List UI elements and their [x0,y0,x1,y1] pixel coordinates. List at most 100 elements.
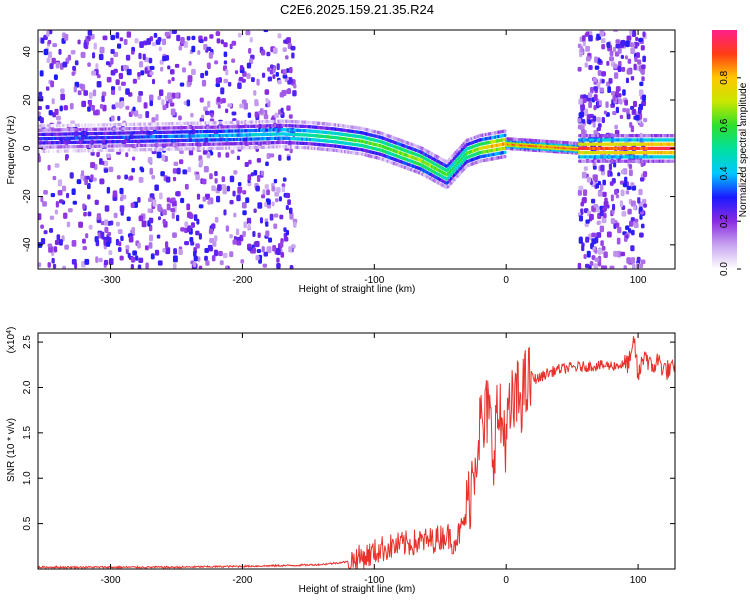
spectrogram-cell [588,64,593,71]
spectrogram-cell [47,39,52,45]
spectrogram-cell [64,244,69,250]
spectrogram-cell [190,241,195,246]
spectrogram-cell [254,240,260,248]
y-tick-label: 1.5 [22,425,33,439]
spectrogram-cell [125,248,129,255]
spectrogram-cell [214,178,218,184]
spectrogram-cell [288,67,293,74]
spectrogram-cell [52,263,57,269]
x-tick-label: 100 [630,275,647,286]
spectrogram-cell [584,62,588,68]
spectrogram-cell [192,261,197,268]
spectrogram-cell [255,185,260,192]
spectrogram-cell [578,215,584,222]
spectrogram-cell [263,30,269,33]
spectrogram-cell [641,64,646,70]
spectrogram-cell [632,108,636,114]
spectrogram-cell [148,242,153,249]
spectrogram-cell [158,46,162,52]
ridge-cell [503,129,507,133]
spectrogram-cell [605,101,609,108]
spectrogram-cell [51,98,55,105]
spectrogram-cell [641,76,645,82]
spectrogram-cell [103,219,109,226]
spectrogram-cell [601,117,605,124]
spectrogram-cell [223,51,228,58]
y-tick-label: 0 [22,145,33,151]
spectrogram-cell [40,237,46,245]
spectrogram-cell [209,34,214,39]
spectrogram-cell [142,40,148,46]
spectrogram-cell [621,66,626,72]
spectrogram-x-axis: -300 -200 -100 0 100 [101,30,647,286]
spectrogram-cell [149,234,153,242]
spectrogram-cell [143,102,148,109]
spectrogram-cell [630,257,636,264]
spectrogram-cell [124,174,129,180]
spectrogram-cell [76,179,82,185]
spectrogram-cell [110,57,114,65]
spectrogram-cell [59,105,63,112]
spectrogram-cell [603,251,608,258]
spectrogram-cell [617,46,622,54]
spectrogram-cell [640,45,645,51]
spectrogram-cell [149,65,155,71]
spectrogram-cell [585,45,591,52]
spectrogram-cell [578,98,583,105]
spectrogram-cell [67,208,73,213]
spectrogram-cell [268,237,273,243]
spectrogram-cell [110,86,116,91]
x-tick-label: -100 [364,575,384,586]
spectrogram-cell [229,175,235,183]
spectrogram-cell [632,30,637,37]
spectrogram-cell [638,263,644,268]
spectrogram-cell [84,179,89,186]
spectrogram-cell [272,245,277,252]
spectrogram-cell [615,222,620,228]
spectrogram-cell [288,114,293,119]
spectrogram-cell [172,255,178,263]
spectrogram-cell [149,94,154,102]
spectrogram-cell [265,98,269,103]
spectrogram-cell [601,245,606,251]
spectrogram-cell [239,103,244,109]
spectrogram-cell [93,42,97,50]
spectrogram-cell [103,168,109,173]
spectrogram-cell [257,232,261,238]
spectrogram-cell [583,253,587,260]
spectrogram-cell [602,179,606,186]
spectrogram-cell [51,257,55,264]
spectrogram-cell [267,76,273,82]
spectrogram-cell [113,68,118,74]
y-tick-label: 0.5 [22,516,33,530]
spectrogram-cell [77,90,82,96]
spectrogram-cell [62,61,68,68]
spectrogram-cell [292,221,297,228]
spectrogram-cell [600,38,606,44]
spectrogram-cell [642,55,646,63]
spectrogram-cell [627,208,632,215]
spectrogram-cell [601,71,606,77]
spectrogram-cell [46,30,50,37]
ridge-series [38,119,675,190]
spectrogram-cell [612,111,617,116]
spectrogram-cell [72,65,76,71]
spectrogram-cell [119,255,124,261]
spectrogram-cell [253,208,257,214]
spectrogram-cell [198,265,203,269]
spectrogram-cell [157,204,162,211]
spectrogram-cell [49,227,54,233]
spectrogram-cell [615,194,620,199]
spectrogram-cell [582,197,587,203]
spectrogram-cell [161,154,166,161]
spectrogram-cell [43,189,48,195]
spectrogram-cell [139,61,144,68]
spectrogram-cell [584,263,590,269]
spectrogram-cell [206,152,211,159]
spectrogram-cell [110,49,115,55]
spectrogram-cell [85,175,90,180]
spectrogram-cell [171,92,176,99]
spectrogram-cell [203,106,208,112]
spectrogram-cell [94,199,99,205]
spectrogram-cell [131,227,136,234]
